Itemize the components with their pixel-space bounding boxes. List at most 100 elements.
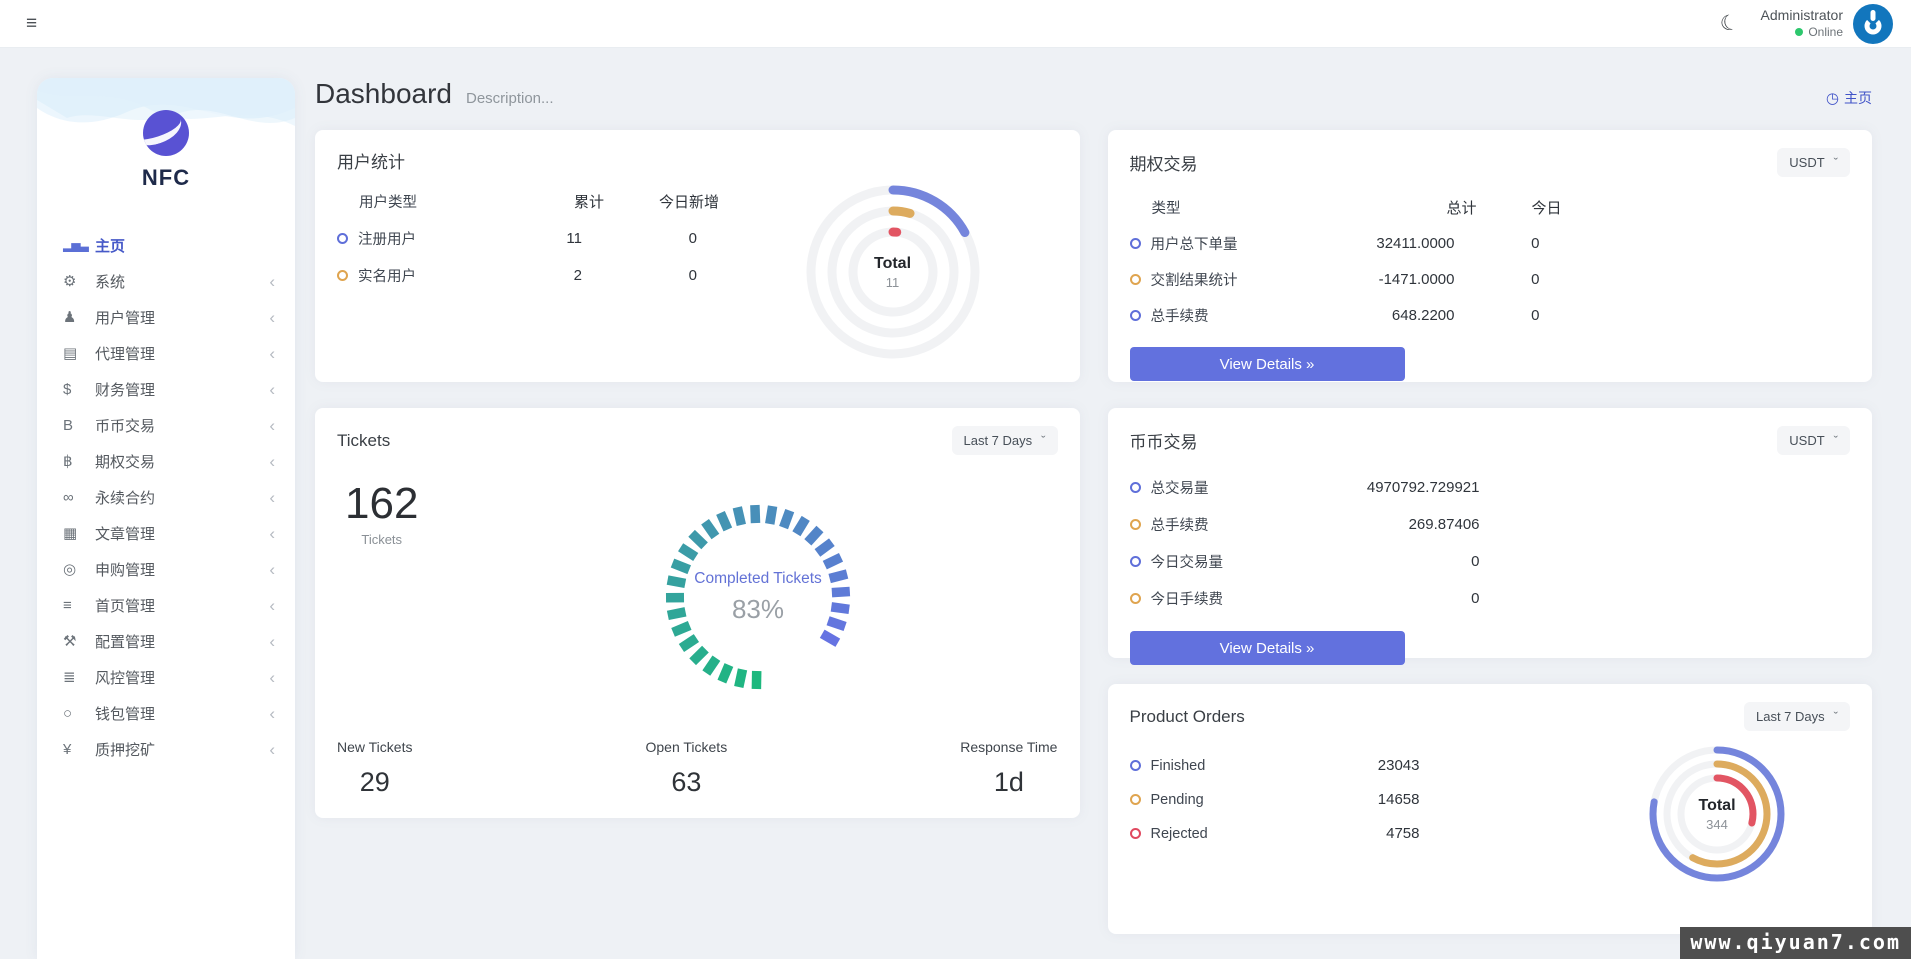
table-row: Pending 14658 — [1129, 791, 1460, 808]
chevron-down-icon: ˇ — [1833, 708, 1838, 724]
sidebar-item-article-management[interactable]: ▦ 文章管理 ‹ — [63, 523, 275, 543]
chevron-down-icon: ˇ — [1041, 432, 1046, 448]
stat-new-tickets: New Tickets 29 — [337, 739, 413, 797]
card-title: 币币交易 — [1129, 433, 1198, 452]
table-row: 实名用户 2 0 — [337, 265, 719, 286]
sidebar-item-finance-management[interactable]: $ 财务管理 ‹ — [63, 379, 275, 399]
card-title: Product Orders — [1129, 706, 1245, 726]
sidebar-item-subscription-management[interactable]: ◎ 申购管理 ‹ — [63, 559, 275, 579]
chevron-left-icon: ‹ — [269, 343, 275, 363]
ring-marker-icon — [1129, 794, 1141, 805]
chevron-left-icon: ‹ — [269, 739, 275, 759]
chart-bars-icon: ▂▅▃ — [63, 238, 89, 252]
chevron-down-icon: ˇ — [1833, 154, 1838, 170]
table-row: 总交易量 4970792.729921 — [1129, 477, 1851, 498]
wave-decoration — [37, 78, 295, 126]
ring-marker-icon — [1129, 760, 1141, 771]
brand-name: NFC — [141, 165, 191, 190]
gear-icon: ⚙ — [63, 273, 77, 290]
user-icon: ♟ — [63, 309, 77, 326]
sidebar-item-risk-management[interactable]: ≣ 风控管理 ‹ — [63, 667, 275, 687]
view-details-button[interactable]: View Details » — [1129, 347, 1405, 381]
sidebar-item-user-management[interactable]: ♟ 用户管理 ‹ — [63, 307, 275, 327]
user-menu[interactable]: Administrator Online — [1761, 3, 1893, 44]
chevron-left-icon: ‹ — [269, 667, 275, 687]
chevron-left-icon: ‹ — [269, 559, 275, 579]
chevron-down-icon: ˇ — [1833, 432, 1838, 448]
speedometer-icon: ◷ — [1825, 90, 1839, 107]
currency-select[interactable]: USDT ˇ — [1777, 426, 1850, 455]
dark-mode-toggle-icon[interactable]: ☾ — [1717, 10, 1742, 37]
table-row: 总手续费 269.87406 — [1129, 514, 1851, 535]
view-details-button[interactable]: View Details » — [1129, 631, 1405, 665]
coin-trading-rows: 总交易量 4970792.729921 总手续费 269.87406 — [1129, 477, 1851, 609]
card-tickets: Tickets Last 7 Days ˇ 162 Tickets Comple… — [315, 408, 1080, 818]
ring-marker-icon — [1129, 556, 1141, 567]
sidebar-item-options-trading[interactable]: ฿ 期权交易 ‹ — [63, 451, 275, 471]
status-badge: Online — [1761, 25, 1843, 40]
sidebar-item-homepage-management[interactable]: ≡ 首页管理 ‹ — [63, 595, 275, 615]
table-row: Rejected 4758 — [1129, 825, 1460, 842]
sidebar-item-system[interactable]: ⚙ 系统 ‹ — [63, 271, 275, 291]
avatar[interactable] — [1853, 3, 1893, 44]
ring-marker-icon — [1129, 593, 1141, 604]
link-icon: ∞ — [63, 488, 74, 506]
main-content: Dashboard Description... ◷ 主页 用户统计 用户类型 — [315, 78, 1872, 959]
product-orders-rows: Finished 23043 Pending 14658 — [1129, 757, 1460, 859]
chevron-left-icon: ‹ — [269, 379, 275, 399]
ring-marker-icon — [1129, 238, 1141, 249]
sidebar-menu: ▂▅▃ 主页 ⚙ 系统 ‹ ♟ 用户管理 ‹ ▤ 代理管理 ‹ $ 财务管理 ‹ — [37, 227, 295, 767]
ring-marker-icon — [1129, 482, 1141, 493]
sidebar-item-wallet-management[interactable]: ○ 钱包管理 ‹ — [63, 703, 275, 723]
chevron-left-icon: ‹ — [269, 631, 275, 651]
sidebar-item-agent-management[interactable]: ▤ 代理管理 ‹ — [63, 343, 275, 363]
table-row: 今日交易量 0 — [1129, 551, 1851, 572]
sidebar-item-coin-trading[interactable]: B 币币交易 ‹ — [63, 415, 275, 435]
newspaper-icon: ▦ — [63, 525, 78, 542]
sidebar-item-config-management[interactable]: ⚒ 配置管理 ‹ — [63, 631, 275, 651]
currency-select[interactable]: USDT ˇ — [1777, 148, 1850, 177]
ring-marker-icon — [1129, 274, 1141, 285]
ring-marker-icon — [337, 270, 348, 281]
sidebar-item-perpetual-contract[interactable]: ∞ 永续合约 ‹ — [63, 487, 275, 507]
period-select[interactable]: Last 7 Days ˇ — [951, 426, 1058, 455]
table-row: 交割结果统计 -1471.0000 0 — [1129, 269, 1851, 290]
card-title: 用户统计 — [337, 153, 405, 172]
sidebar-item-home[interactable]: ▂▅▃ 主页 — [63, 237, 126, 255]
tickets-count: 162 — [345, 479, 419, 528]
card-product-orders: Product Orders Last 7 Days ˇ Finished — [1107, 684, 1872, 934]
chevron-left-icon: ‹ — [269, 271, 275, 291]
bitcoin-b-icon: B — [63, 416, 74, 434]
completed-tickets-gauge-chart: Completed Tickets 83% — [653, 492, 863, 702]
ring-marker-icon — [1129, 310, 1141, 321]
brand-logo — [143, 110, 189, 156]
breadcrumb[interactable]: ◷ 主页 — [1825, 90, 1872, 107]
chevron-left-icon: ‹ — [269, 487, 275, 507]
ring-marker-icon — [1129, 828, 1141, 839]
user-stats-donut-chart: Total 11 — [798, 177, 988, 367]
chevron-left-icon: ‹ — [269, 415, 275, 435]
dollar-icon: $ — [63, 380, 72, 398]
user-stats-table: 用户类型 累计 今日新增 注册用户 11 0 — [337, 191, 719, 367]
list-bars-icon: ≡ — [63, 596, 72, 614]
yen-icon: ¥ — [63, 740, 72, 758]
chevron-left-icon: ‹ — [269, 703, 275, 723]
table-row: 用户总下单量 32411.0000 0 — [1129, 233, 1851, 254]
topbar: ≡ ☾ Administrator Online — [0, 0, 1911, 48]
ring-marker-icon — [1129, 519, 1141, 530]
period-select[interactable]: Last 7 Days ˇ — [1744, 702, 1850, 731]
circle-icon: ○ — [63, 704, 73, 722]
page-title: Dashboard — [315, 78, 452, 109]
sidebar-item-staking-mining[interactable]: ¥ 质押挖矿 ‹ — [63, 739, 275, 759]
chevron-left-icon: ‹ — [269, 523, 275, 543]
options-table: 类型 总计 今日 用户总下单量 32411.0000 0 — [1129, 197, 1851, 326]
table-row: 总手续费 648.2200 0 — [1129, 305, 1851, 326]
card-coin-trading: 币币交易 USDT ˇ 总交易量 4970792.729921 — [1107, 408, 1872, 665]
hamburger-menu-icon[interactable]: ≡ — [26, 12, 38, 34]
power-icon — [1864, 17, 1882, 34]
table-row: Finished 23043 — [1129, 757, 1460, 774]
wrench-icon: ⚒ — [63, 633, 77, 650]
card-options-trading: 期权交易 USDT ˇ 类型 总计 今日 — [1107, 130, 1872, 382]
stat-response-time: Response Time 1d — [960, 739, 1058, 797]
card-title: 期权交易 — [1129, 155, 1198, 174]
